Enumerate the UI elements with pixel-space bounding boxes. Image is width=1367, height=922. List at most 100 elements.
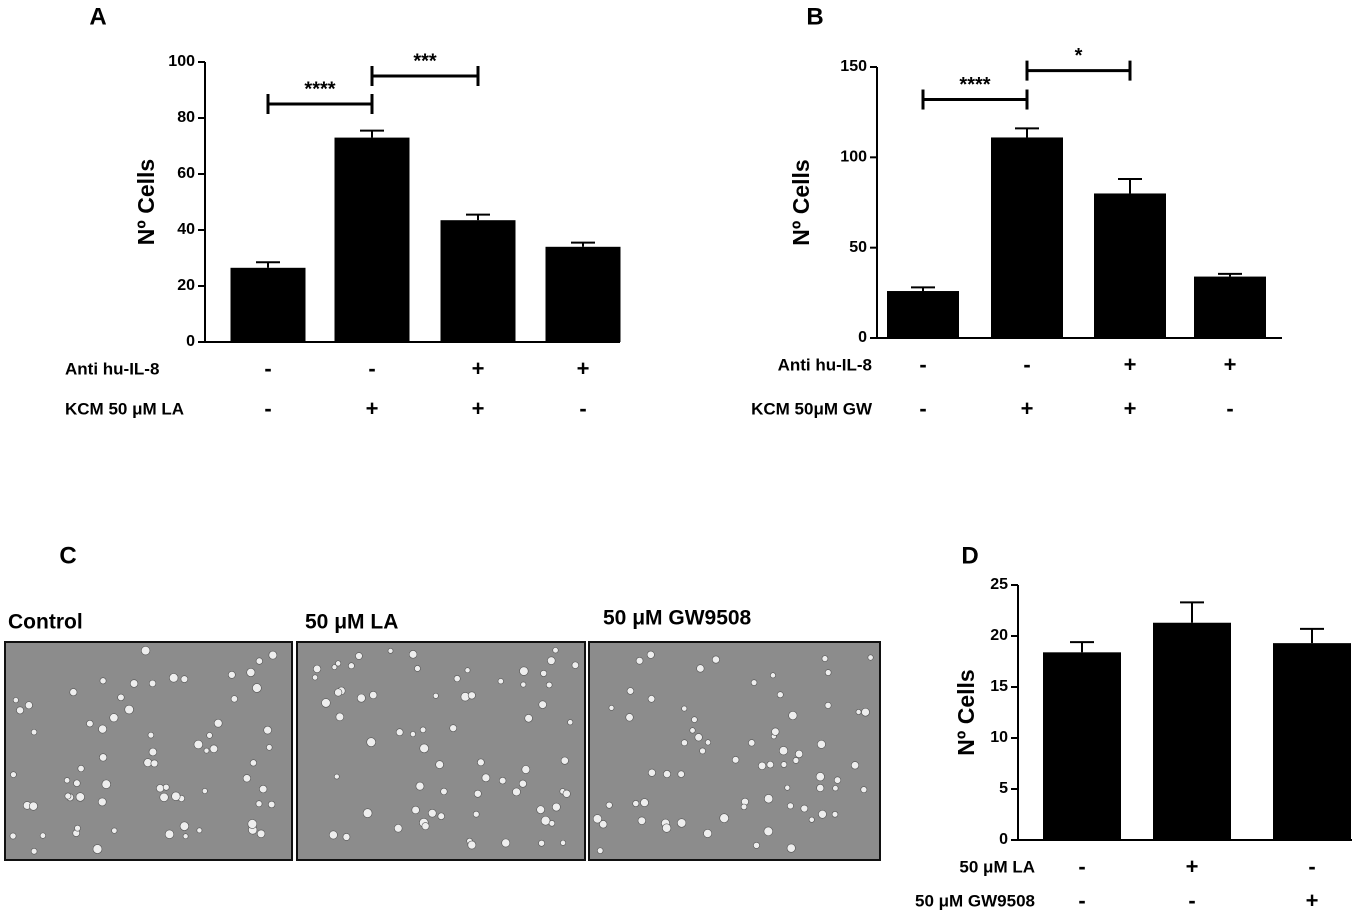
significance-label: ****: [304, 78, 335, 100]
cell: [30, 847, 38, 855]
cell: [855, 709, 862, 715]
cell: [395, 728, 404, 737]
cell: [77, 765, 85, 773]
cell: [776, 691, 784, 699]
cell: [28, 801, 38, 811]
y-tick-label: 5: [999, 780, 1008, 797]
cell: [766, 760, 774, 769]
cell: [778, 746, 789, 756]
y-axis-label: Nº Cells: [788, 159, 814, 245]
cell: [824, 701, 832, 709]
cell: [560, 839, 566, 846]
cell: [242, 774, 251, 783]
cell: [164, 829, 175, 839]
cell: [691, 716, 698, 723]
cell: [124, 704, 134, 715]
cell: [763, 826, 774, 837]
cell: [394, 824, 403, 833]
cell: [477, 758, 485, 767]
cell: [179, 821, 190, 831]
cell: [637, 816, 646, 825]
cell: [159, 792, 169, 802]
condition-sign: +: [1124, 396, 1137, 421]
cell: [335, 660, 342, 667]
cell: [816, 784, 825, 792]
cell: [24, 701, 33, 710]
cell: [771, 727, 780, 736]
bar: [545, 246, 621, 342]
cell: [169, 673, 179, 683]
cell: [497, 678, 504, 685]
y-tick-label: 100: [840, 149, 867, 166]
cell: [647, 695, 656, 703]
cell: [328, 830, 338, 840]
cell: [821, 655, 829, 662]
bar: [334, 137, 410, 342]
cell: [180, 675, 189, 683]
cell: [640, 798, 649, 807]
cell: [808, 816, 815, 823]
cell: [99, 753, 108, 762]
cell: [538, 839, 545, 847]
micrograph: [296, 641, 586, 861]
condition-sign: -: [1078, 854, 1085, 879]
cell: [213, 718, 223, 728]
cell: [467, 691, 476, 700]
cell: [770, 672, 776, 679]
condition-sign: -: [1226, 396, 1233, 421]
y-tick-label: 20: [990, 627, 1008, 644]
cell: [101, 779, 111, 789]
cell: [818, 809, 827, 819]
cell: [552, 647, 559, 654]
cell: [259, 784, 268, 794]
micrograph: [588, 641, 881, 861]
condition-sign: -: [368, 356, 375, 381]
condition-label: KCM 50 μM LA: [65, 399, 184, 418]
y-tick-label: 40: [177, 221, 195, 238]
cell: [92, 844, 103, 854]
condition-sign: -: [1188, 888, 1195, 913]
condition-sign: +: [1124, 352, 1137, 377]
cell: [227, 670, 236, 679]
cell: [331, 664, 338, 670]
cell: [681, 705, 688, 712]
bar: [1273, 643, 1351, 840]
cell: [408, 650, 418, 659]
cell: [753, 841, 760, 849]
cell: [560, 756, 569, 765]
cell: [411, 805, 420, 815]
caption: Control: [8, 611, 83, 634]
condition-sign: +: [366, 396, 379, 421]
cell: [432, 692, 439, 699]
cell: [16, 706, 24, 715]
cell: [689, 727, 696, 734]
cell: [421, 822, 430, 831]
cell: [99, 677, 107, 685]
cell: [312, 674, 319, 681]
cell: [387, 648, 394, 654]
y-tick-label: 150: [840, 58, 867, 75]
cell: [410, 731, 416, 738]
y-tick-label: 0: [858, 329, 867, 346]
condition-label: KCM 50μM GW: [751, 399, 873, 418]
cell: [12, 697, 19, 704]
panel-letter: D: [961, 542, 978, 569]
cell: [719, 813, 729, 823]
cell: [787, 802, 794, 810]
cell: [547, 656, 556, 665]
cell: [10, 771, 17, 778]
condition-label: 50 μM LA: [959, 857, 1035, 876]
cell: [428, 808, 437, 818]
caption: 50 μM GW9508: [603, 607, 752, 630]
cell: [362, 808, 373, 818]
cell: [536, 805, 545, 814]
cell: [540, 815, 551, 826]
cell: [545, 681, 553, 689]
cell: [148, 747, 158, 757]
cell: [663, 770, 671, 778]
cell: [97, 797, 107, 807]
cell: [75, 792, 85, 802]
cell: [786, 843, 796, 853]
cell: [625, 713, 634, 722]
cell: [592, 814, 602, 824]
